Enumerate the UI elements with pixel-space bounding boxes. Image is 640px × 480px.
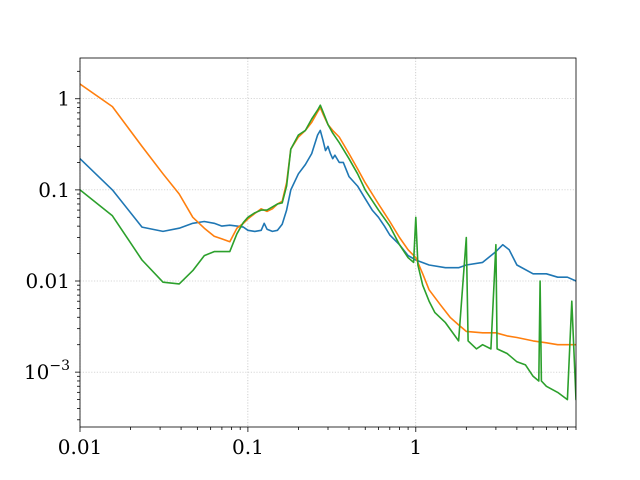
- x-tick-label: 0.01: [58, 435, 103, 459]
- x-tick-label: 1: [409, 435, 422, 459]
- tick-labels: 0.01 0.1 1 10−3 0.01 0.1 1: [24, 87, 422, 459]
- tick-marks: [75, 70, 577, 432]
- series-line-1: [80, 129, 576, 282]
- series-line-2: [80, 83, 576, 346]
- series-group: [80, 83, 576, 401]
- axes-frame: [79, 57, 577, 428]
- y-tick-label: 1: [57, 87, 70, 111]
- y-tick-label: 10−3: [24, 358, 70, 384]
- x-tick-label: 0.1: [232, 435, 264, 459]
- y-tick-label: 0.1: [38, 178, 70, 202]
- grid: [79, 58, 576, 427]
- series-line-3: [80, 104, 576, 401]
- y-tick-label: 0.01: [25, 269, 70, 293]
